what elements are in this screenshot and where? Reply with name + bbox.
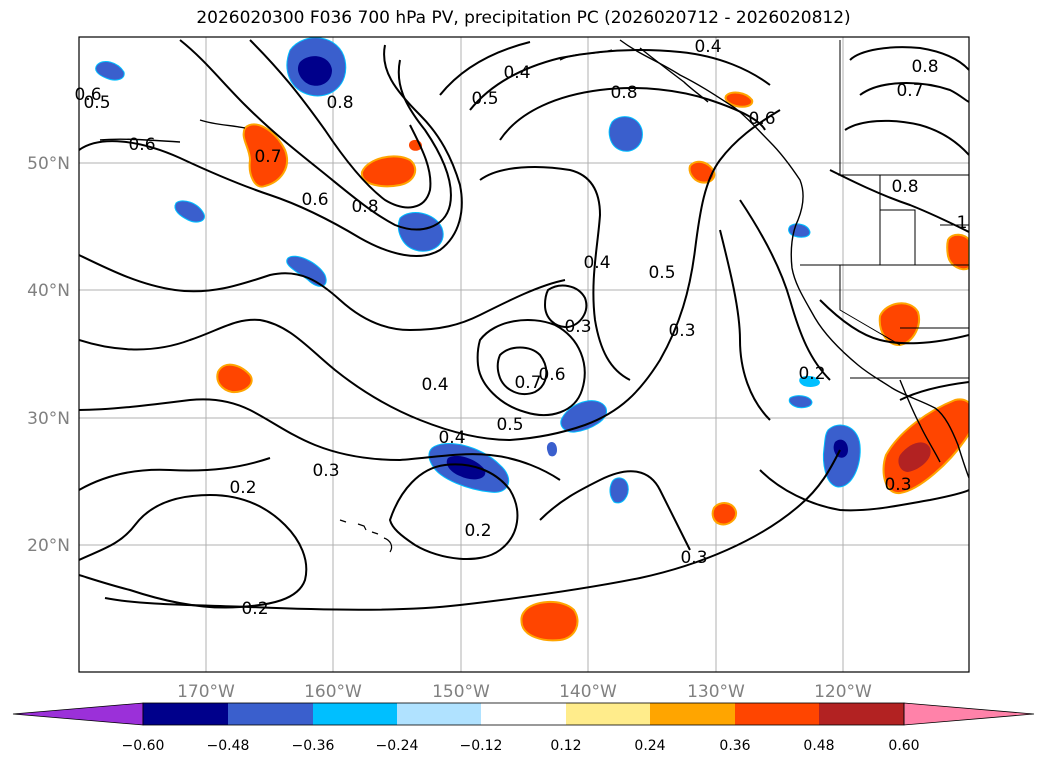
- contour-label: 0.5: [83, 93, 110, 113]
- precip-blob-negative: [95, 61, 125, 81]
- precip-blob-negative: [286, 37, 347, 97]
- lon-label: 150°W: [432, 682, 490, 702]
- colorbar: −0.60 −0.48 −0.36 −0.24 −0.12 0.12 0.24 …: [12, 702, 1035, 754]
- precip-blob-positive: [216, 363, 253, 394]
- lat-label: 30°N: [27, 409, 70, 429]
- precip-anomalies: [95, 37, 969, 642]
- precip-blob-positive: [878, 302, 920, 347]
- pv-contours: [79, 39, 969, 611]
- contour-label: 0.2: [229, 478, 256, 498]
- precip-blob-negative: [560, 400, 607, 433]
- colorbar-tick: 0.12: [550, 738, 581, 754]
- hawaii-islands: [339, 519, 393, 553]
- contour-label: 0.3: [312, 461, 339, 481]
- colorbar-tick: 0.36: [719, 738, 750, 754]
- colorbar-segment: [735, 703, 819, 725]
- lon-label: 160°W: [304, 682, 362, 702]
- contour-label: 0.4: [421, 375, 448, 395]
- precip-blob-positive: [242, 123, 288, 188]
- contour-label: 0.7: [254, 147, 281, 167]
- colorbar-tick: −0.60: [122, 738, 165, 754]
- colorbar-segment: [650, 703, 735, 725]
- contour-label: 0.7: [514, 373, 541, 393]
- contour-label: 0.8: [610, 83, 637, 103]
- contour-label: 0.3: [884, 475, 911, 495]
- plot-area: [79, 37, 969, 672]
- lon-label: 140°W: [559, 682, 617, 702]
- precip-blob-negative: [174, 200, 205, 223]
- contour-label: 0.4: [694, 37, 721, 57]
- precip-blob-negative: [788, 223, 811, 238]
- precip-blob-positive: [724, 91, 754, 108]
- colorbar-tick: 0.24: [634, 738, 665, 754]
- contour-labels: 0.4 0.4 0.8 0.7 0.8 0.5 0.6 0.5 0.8 0.6 …: [74, 37, 967, 619]
- colorbar-segment: [819, 703, 904, 725]
- lon-label: 120°W: [814, 682, 872, 702]
- contour-label: 0.2: [798, 364, 825, 384]
- contour-label: 0.6: [538, 365, 565, 385]
- contour-label: 0.4: [503, 63, 530, 83]
- colorbar-tick: −0.24: [376, 738, 419, 754]
- contour-label: 0.4: [583, 253, 610, 273]
- colorbar-tick: −0.36: [292, 738, 335, 754]
- contour-label: 0.3: [668, 321, 695, 341]
- colorbar-segment: [566, 703, 650, 725]
- contour-label: 0.8: [326, 93, 353, 113]
- contour-label: 0.7: [896, 81, 923, 101]
- precip-blob-negative: [799, 375, 820, 387]
- contour-label: 0.5: [471, 89, 498, 109]
- contour-label: 0.6: [301, 190, 328, 210]
- lon-label: 170°W: [177, 682, 235, 702]
- contour-label: 0.2: [241, 599, 268, 619]
- lat-axis-labels: 50°N 40°N 30°N 20°N: [27, 154, 70, 556]
- precip-blob-positive: [520, 601, 579, 642]
- precip-blob-positive: [711, 502, 738, 526]
- contour-label: 0.8: [911, 57, 938, 77]
- precip-blob-negative: [822, 424, 861, 488]
- contour-label: 0.5: [648, 263, 675, 283]
- colorbar-tick: 0.48: [803, 738, 834, 754]
- contour-label: 0.6: [74, 85, 101, 105]
- precip-blob-negative: [546, 442, 557, 457]
- gridlines: [79, 37, 969, 672]
- colorbar-under-triangle: [12, 702, 144, 726]
- lon-axis-labels: 170°W 160°W 150°W 140°W 130°W 120°W: [177, 682, 872, 702]
- state-borders: [800, 40, 969, 379]
- lat-label: 50°N: [27, 154, 70, 174]
- colorbar-tick: −0.12: [460, 738, 503, 754]
- map-title: 2026020300 F036 700 hPa PV, precipitatio…: [196, 8, 851, 28]
- contour-label: 0.5: [496, 415, 523, 435]
- contour-label: 0.3: [564, 317, 591, 337]
- contour-label: 0.3: [680, 548, 707, 568]
- precip-blob-positive: [688, 160, 716, 184]
- precip-blob-negative: [609, 477, 629, 504]
- coastlines: [99, 39, 969, 479]
- colorbar-segment: [397, 703, 481, 725]
- precip-blob-negative: [788, 395, 813, 409]
- contour-label: 0.8: [351, 197, 378, 217]
- precip-blob-positive: [946, 233, 969, 271]
- contour-label: 0.4: [438, 428, 465, 448]
- colorbar-tick: 0.60: [888, 738, 919, 754]
- colorbar-over-triangle: [903, 702, 1035, 726]
- plot-frame: [78, 36, 970, 673]
- lat-label: 20°N: [27, 536, 70, 556]
- precip-blob-negative: [397, 212, 444, 252]
- colorbar-segment: [481, 703, 566, 725]
- contour-label: 0.6: [748, 109, 775, 129]
- contour-label: 1: [957, 213, 968, 233]
- lat-label: 40°N: [27, 281, 70, 301]
- contour-label: 0.6: [128, 135, 155, 155]
- lon-label: 130°W: [687, 682, 745, 702]
- colorbar-segment: [228, 703, 313, 725]
- colorbar-tick: −0.48: [207, 738, 250, 754]
- colorbar-segment: [313, 703, 397, 725]
- precip-blob-positive: [360, 155, 417, 188]
- colorbar-segment: [143, 703, 228, 725]
- precip-blob-negative: [608, 116, 643, 152]
- contour-label: 0.8: [891, 177, 918, 197]
- contour-label: 0.2: [464, 521, 491, 541]
